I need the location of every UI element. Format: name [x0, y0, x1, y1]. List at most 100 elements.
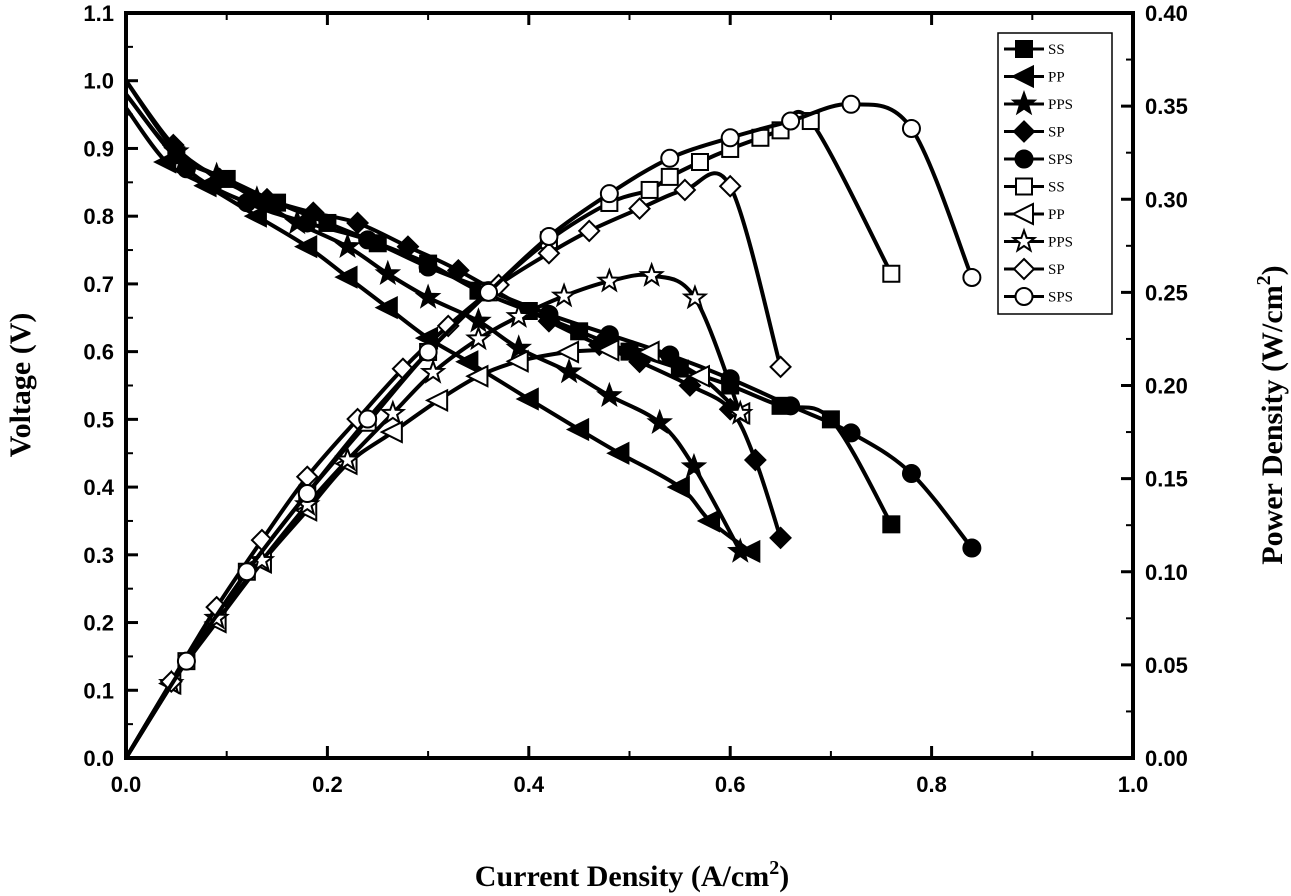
legend-marker — [1010, 90, 1038, 116]
data-point-sps-power — [176, 651, 196, 671]
legend-item: SP — [1004, 120, 1065, 143]
data-point-sps-voltage — [418, 257, 438, 277]
data-point-pps-power — [505, 302, 533, 328]
series-sps-voltage — [124, 93, 982, 558]
series-line-ss-voltage — [124, 92, 894, 526]
data-point-pps-power — [419, 358, 447, 384]
legend: SS PP PPS SP SPS SS PP PPS SP SPS — [997, 32, 1113, 315]
data-point-sps-power — [660, 148, 680, 168]
data-point-pps-voltage — [596, 381, 623, 407]
y-left-tick-label: 0.3 — [83, 543, 114, 568]
series-pps-voltage — [124, 79, 754, 563]
y-left-tick-label: 0.2 — [83, 611, 114, 636]
series-line-sp-power — [124, 171, 783, 760]
data-point-sps-voltage — [237, 193, 257, 213]
data-point-pps-power — [550, 282, 578, 308]
axes-layer: 0.0 0.2 0.4 0.6 0.8 1.0 0.0 0.1 0.2 0.3 0.4 0.5 0.6 0… — [83, 1, 1187, 797]
legend-marker — [1014, 149, 1034, 169]
data-point-ss-power — [882, 264, 901, 283]
data-point-pp-power — [379, 420, 403, 444]
y-right-tick-label: 0.15 — [1145, 467, 1188, 492]
data-point-sps-power — [720, 128, 740, 148]
data-point-sp-voltage — [628, 350, 651, 374]
y-right-tick-label: 0.05 — [1145, 653, 1188, 678]
legend-item: SS — [1004, 177, 1065, 196]
data-point-sps-power — [358, 409, 378, 429]
data-point-pp-voltage — [334, 265, 358, 289]
data-point-sps-power — [962, 267, 982, 287]
y-right-tick-label: 0.20 — [1145, 374, 1188, 399]
legend-item: PP — [1004, 202, 1065, 226]
data-point-sps-power — [539, 227, 559, 246]
legend-item: PPS — [1004, 90, 1073, 116]
legend-label: SS — [1048, 42, 1065, 58]
data-point-pp-voltage — [565, 417, 590, 442]
x-axis-title: Current Density (A/cm2) — [475, 857, 789, 893]
data-point-sps-power — [599, 184, 619, 204]
data-point-pp-voltage — [374, 295, 398, 320]
data-point-sp-power — [628, 197, 651, 220]
data-point-sp-power — [537, 241, 561, 265]
data-point-pps-power — [334, 446, 361, 472]
data-point-pp-power — [424, 388, 449, 413]
legend-item: SS — [1004, 40, 1065, 58]
data-point-pps-power — [726, 399, 754, 425]
y-left-tick-label: 1.1 — [83, 1, 114, 26]
x-tick-label: 0.8 — [916, 772, 947, 797]
data-point-sps-voltage — [841, 423, 861, 443]
legend-label: PP — [1048, 207, 1065, 223]
data-point-pp-voltage — [294, 235, 318, 259]
data-point-pp-power — [555, 340, 580, 364]
data-point-sp-power — [718, 174, 742, 198]
data-point-sps-voltage — [176, 159, 196, 179]
data-point-pp-voltage — [696, 509, 721, 533]
data-point-pp-voltage — [737, 539, 761, 564]
y-left-tick-label: 1.0 — [83, 69, 114, 94]
data-point-ss-voltage — [882, 515, 901, 534]
data-point-pps-voltage — [334, 232, 361, 258]
data-point-pps-voltage — [680, 452, 708, 479]
series-pp-power — [124, 338, 751, 760]
legend-item: SPS — [1004, 149, 1073, 169]
legend-marker — [1010, 64, 1034, 89]
data-point-sps-power — [781, 111, 801, 131]
data-point-pps-power — [638, 261, 665, 287]
data-point-sps-voltage — [901, 464, 921, 484]
data-point-pps-voltage — [374, 259, 402, 286]
data-point-pp-power — [596, 338, 620, 362]
data-point-ss-power — [640, 180, 659, 199]
data-point-sps-voltage — [297, 213, 317, 233]
data-point-sp-voltage — [743, 448, 767, 472]
data-point-sp-voltage — [678, 374, 702, 397]
data-point-pp-power — [636, 340, 660, 364]
data-point-pp-voltage — [666, 475, 690, 499]
legend-item: PPS — [1004, 227, 1073, 253]
legend-marker — [1015, 177, 1033, 196]
y-right-tick-label: 0.30 — [1145, 187, 1188, 212]
data-point-sps-power — [237, 562, 257, 582]
data-point-pps-voltage — [505, 334, 533, 360]
legend-item: PP — [1004, 64, 1065, 89]
data-point-pps-voltage — [414, 283, 442, 309]
legend-label: SPS — [1048, 152, 1073, 168]
data-point-pp-power — [505, 349, 529, 373]
legend-marker — [1012, 257, 1036, 281]
data-point-sp-power — [577, 219, 601, 243]
legend-marker — [1015, 40, 1033, 58]
legend-marker — [1014, 287, 1034, 306]
x-tick-label: 0.4 — [514, 772, 545, 797]
legend-marker — [1012, 120, 1036, 143]
data-point-sp-voltage — [769, 526, 792, 550]
data-point-sps-voltage — [962, 538, 982, 558]
y-right-tick-label: 0.35 — [1145, 94, 1188, 119]
legend-item: SPS — [1004, 287, 1073, 306]
data-point-pps-voltage — [555, 357, 583, 384]
data-point-pp-power — [686, 364, 710, 388]
legend-label: SS — [1048, 180, 1065, 196]
series-layer — [124, 79, 982, 760]
data-point-sp-voltage — [346, 211, 370, 235]
y-axis-left-title: Voltage (V) — [4, 313, 37, 458]
y-right-tick-label: 0.00 — [1145, 746, 1188, 771]
